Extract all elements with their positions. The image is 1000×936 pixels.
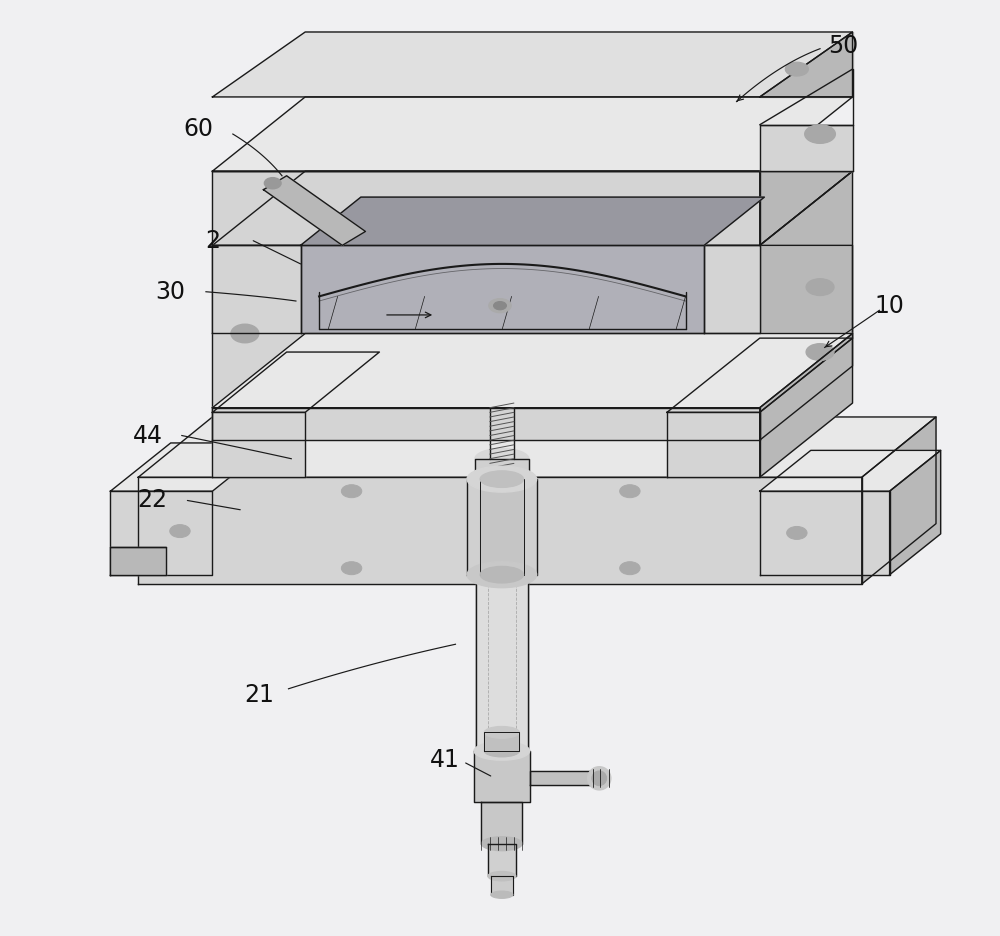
Polygon shape xyxy=(481,802,522,843)
Ellipse shape xyxy=(341,485,362,498)
Text: 60: 60 xyxy=(184,117,214,141)
Polygon shape xyxy=(212,171,760,245)
Polygon shape xyxy=(212,171,853,245)
Ellipse shape xyxy=(231,324,259,343)
Ellipse shape xyxy=(481,837,522,851)
Ellipse shape xyxy=(264,178,281,189)
Polygon shape xyxy=(212,245,760,413)
Polygon shape xyxy=(301,245,704,333)
Ellipse shape xyxy=(170,524,190,537)
Polygon shape xyxy=(484,732,519,751)
Polygon shape xyxy=(263,176,365,245)
Polygon shape xyxy=(890,450,941,575)
Polygon shape xyxy=(475,459,529,477)
Polygon shape xyxy=(760,333,853,440)
Polygon shape xyxy=(760,171,853,413)
Text: 44: 44 xyxy=(132,423,162,447)
Ellipse shape xyxy=(588,767,611,790)
Ellipse shape xyxy=(494,301,506,310)
Polygon shape xyxy=(110,491,212,575)
Ellipse shape xyxy=(620,562,640,575)
Polygon shape xyxy=(760,32,853,97)
Polygon shape xyxy=(138,417,936,477)
Polygon shape xyxy=(467,479,537,575)
Polygon shape xyxy=(862,417,936,584)
Ellipse shape xyxy=(475,448,529,469)
Polygon shape xyxy=(760,124,853,171)
Polygon shape xyxy=(212,97,853,171)
Ellipse shape xyxy=(806,279,834,296)
Polygon shape xyxy=(760,450,941,491)
Text: 10: 10 xyxy=(875,294,905,317)
Polygon shape xyxy=(476,575,528,751)
Ellipse shape xyxy=(467,562,537,588)
Ellipse shape xyxy=(474,741,530,760)
Ellipse shape xyxy=(489,299,511,313)
Text: 21: 21 xyxy=(244,683,274,708)
Ellipse shape xyxy=(620,485,640,498)
Polygon shape xyxy=(212,245,301,333)
Polygon shape xyxy=(704,245,760,333)
Ellipse shape xyxy=(480,471,524,488)
Polygon shape xyxy=(760,171,853,245)
Ellipse shape xyxy=(484,726,519,739)
Ellipse shape xyxy=(491,891,513,899)
Text: 50: 50 xyxy=(828,34,858,58)
Polygon shape xyxy=(491,876,513,895)
Polygon shape xyxy=(138,477,862,584)
Polygon shape xyxy=(667,338,853,413)
Ellipse shape xyxy=(476,742,528,759)
Polygon shape xyxy=(212,413,305,477)
Ellipse shape xyxy=(805,124,835,143)
Polygon shape xyxy=(760,338,853,477)
Polygon shape xyxy=(667,413,760,477)
Text: 22: 22 xyxy=(137,489,167,513)
Ellipse shape xyxy=(787,526,807,539)
Polygon shape xyxy=(212,32,853,97)
Ellipse shape xyxy=(488,871,516,881)
Text: 41: 41 xyxy=(429,748,459,772)
Ellipse shape xyxy=(341,562,362,575)
Ellipse shape xyxy=(806,344,834,360)
Polygon shape xyxy=(212,408,760,440)
Polygon shape xyxy=(760,491,890,575)
Polygon shape xyxy=(474,751,530,802)
Polygon shape xyxy=(480,479,524,575)
Text: 30: 30 xyxy=(156,280,186,304)
Polygon shape xyxy=(110,443,273,491)
Polygon shape xyxy=(530,771,595,785)
Polygon shape xyxy=(212,352,379,413)
Polygon shape xyxy=(301,197,764,245)
Polygon shape xyxy=(488,843,516,876)
Ellipse shape xyxy=(785,62,808,76)
Ellipse shape xyxy=(480,566,524,583)
Ellipse shape xyxy=(467,466,537,492)
Text: 2: 2 xyxy=(205,228,220,253)
Ellipse shape xyxy=(484,745,519,757)
Polygon shape xyxy=(212,333,853,408)
Polygon shape xyxy=(110,547,166,575)
Ellipse shape xyxy=(476,565,528,584)
Ellipse shape xyxy=(592,771,607,785)
Polygon shape xyxy=(760,245,853,413)
